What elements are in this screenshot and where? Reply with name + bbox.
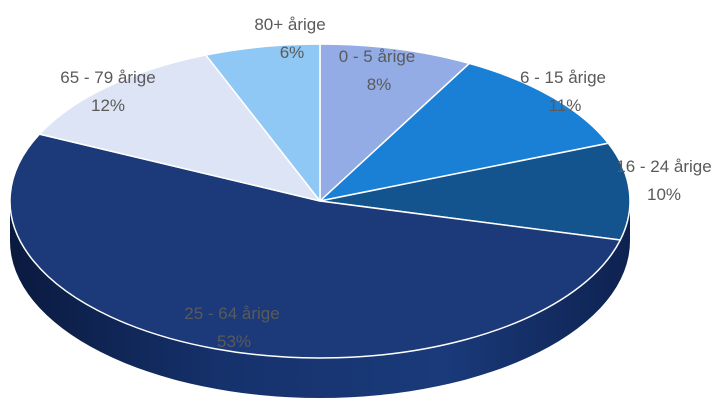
slice-pct-80plus: 6% (280, 43, 305, 62)
pie-slice-5 (205, 43, 321, 202)
pie-slice-3 (9, 133, 622, 359)
slice-label-16-24: 16 - 24 årige (616, 157, 711, 176)
slice-label-0-5: 0 - 5 årige (339, 47, 416, 66)
slice-label-6-15: 6 - 15 årige (520, 68, 606, 87)
slice-pct-16-24: 10% (647, 185, 681, 204)
slice-label-65-79: 65 - 79 årige (60, 68, 155, 87)
pie-slice-0 (319, 43, 471, 202)
pie-slice-2 (319, 142, 631, 241)
slice-pct-25-64: 53% (217, 332, 251, 351)
pie-side-wall (10, 201, 630, 398)
slice-label-25-64: 25 - 64 årige (184, 304, 279, 323)
pie-slice-4 (38, 54, 321, 202)
pie-slice-1 (319, 62, 609, 202)
slice-pct-0-5: 8% (367, 75, 392, 94)
slice-label-80plus: 80+ årige (254, 15, 325, 34)
slice-pct-65-79: 12% (91, 96, 125, 115)
slice-pct-6-15: 11% (549, 96, 582, 115)
